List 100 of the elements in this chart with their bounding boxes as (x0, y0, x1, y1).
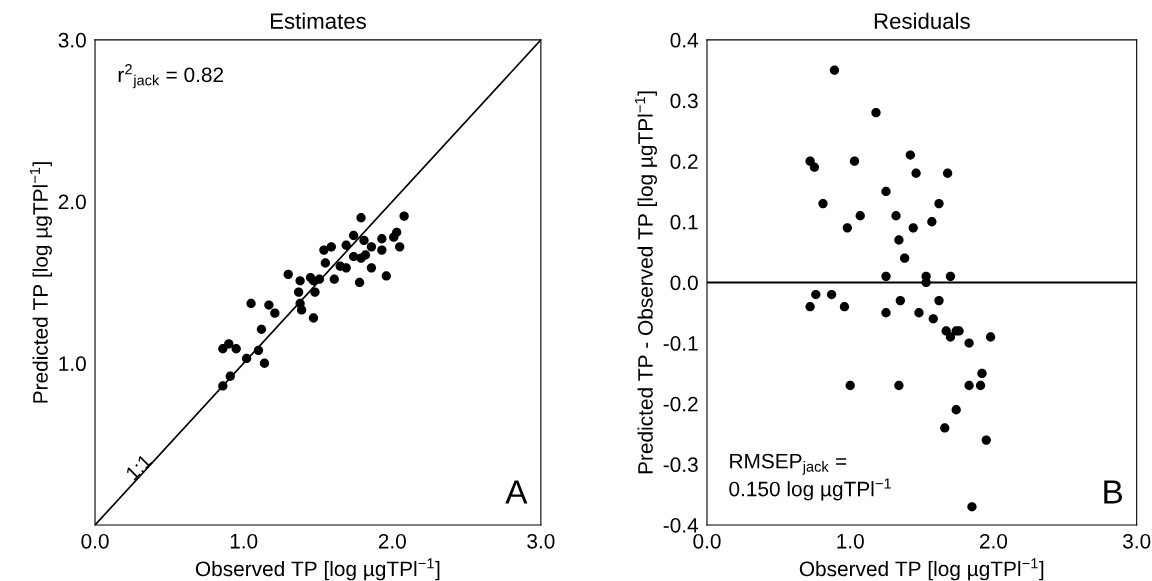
point (241, 353, 252, 364)
chart-title: Residuals (874, 12, 970, 29)
y-tick-label: 0.2 (670, 154, 698, 169)
x-tick-label: 3.0 (527, 533, 555, 549)
point (293, 287, 304, 297)
point (224, 339, 234, 349)
point (975, 380, 986, 391)
x-tick-label: 1.0 (230, 533, 258, 549)
point (899, 253, 910, 263)
point (945, 271, 956, 282)
point (377, 245, 387, 255)
x-axis-title: Observed TP [log µgTPl$^{−1}$] (799, 558, 1044, 581)
y-axis-title: Predicted TP [log µgTPl$^{−1}$] (29, 162, 52, 403)
x-tick-label: 2.0 (980, 533, 1008, 549)
point (319, 245, 329, 255)
point (905, 150, 916, 160)
point (381, 271, 391, 281)
point (395, 242, 405, 252)
y-tick-label: -0.3 (663, 457, 698, 473)
point (354, 277, 365, 288)
x-tick-label: 0.0 (693, 533, 721, 549)
point (348, 251, 359, 262)
y-tick-label: 0.3 (670, 93, 698, 109)
x-axis-title: Observed TP [log µgTPl$^{−1}$] (195, 558, 440, 581)
point (881, 308, 891, 318)
point (940, 423, 950, 433)
point (894, 235, 904, 245)
y-tick-label: -0.4 (663, 517, 699, 533)
point (895, 295, 905, 306)
point (849, 156, 860, 166)
point (366, 263, 377, 273)
point (829, 65, 840, 75)
point (911, 168, 921, 178)
point (881, 271, 891, 282)
point (348, 230, 359, 241)
point (826, 289, 837, 300)
x-tick-label: 2.0 (378, 533, 406, 549)
chart-title: Estimates (271, 12, 366, 29)
point (842, 223, 853, 233)
point (270, 308, 280, 318)
point (218, 381, 228, 391)
point (296, 305, 307, 315)
point (839, 302, 850, 312)
y-tick-label: 0.4 (670, 32, 699, 48)
y-tick-label: 2.0 (58, 194, 86, 210)
point (359, 235, 369, 246)
y-axis-title: Predicted TP - Observed TP [log µgTPl$^{−1}$] (634, 91, 657, 474)
annotation: B (1104, 480, 1123, 504)
point (326, 242, 336, 252)
point (805, 302, 815, 312)
point (894, 380, 904, 391)
y-tick-label: 3.0 (58, 32, 86, 48)
point (320, 258, 331, 268)
x-tick-label: 0.0 (81, 533, 109, 549)
y-tick-label: -0.2 (663, 396, 698, 412)
point (964, 338, 974, 348)
point (927, 217, 937, 227)
point (934, 198, 944, 209)
point (881, 186, 891, 197)
point (977, 368, 987, 379)
point (283, 269, 293, 279)
point (314, 274, 325, 284)
point (259, 358, 270, 368)
point (225, 371, 235, 381)
point (341, 240, 351, 250)
point (389, 232, 399, 242)
point (366, 242, 377, 252)
point (951, 405, 961, 415)
point (811, 289, 821, 300)
y-tick-label: 0.1 (670, 214, 698, 230)
x-tick-label: 3.0 (1122, 533, 1151, 549)
point (967, 502, 977, 512)
point (329, 274, 339, 284)
point (934, 295, 944, 306)
point (964, 380, 974, 391)
point (356, 213, 366, 223)
point (310, 287, 320, 297)
y-tick-label: 1.0 (59, 356, 86, 372)
y-tick-label: 0.0 (670, 275, 698, 291)
point (246, 298, 256, 309)
point (341, 263, 351, 273)
point (256, 324, 267, 334)
point (809, 162, 820, 172)
point (253, 345, 264, 355)
point (945, 332, 956, 342)
annotation: RMSEP$_{jack}$ = 0.150 log µgTPl$^{−1}$ (729, 453, 891, 501)
point (908, 223, 918, 233)
point (377, 234, 387, 244)
point (399, 211, 409, 221)
point (891, 211, 901, 221)
point (845, 380, 855, 391)
x-tick-label: 1.0 (837, 533, 864, 549)
annotation: r$^{2}$$_{jack}$ = 0.82 (118, 64, 224, 89)
point (855, 211, 865, 221)
point (914, 308, 924, 318)
point (985, 332, 996, 342)
point (231, 344, 241, 354)
point (264, 300, 274, 310)
point (928, 314, 938, 324)
point (295, 276, 305, 286)
